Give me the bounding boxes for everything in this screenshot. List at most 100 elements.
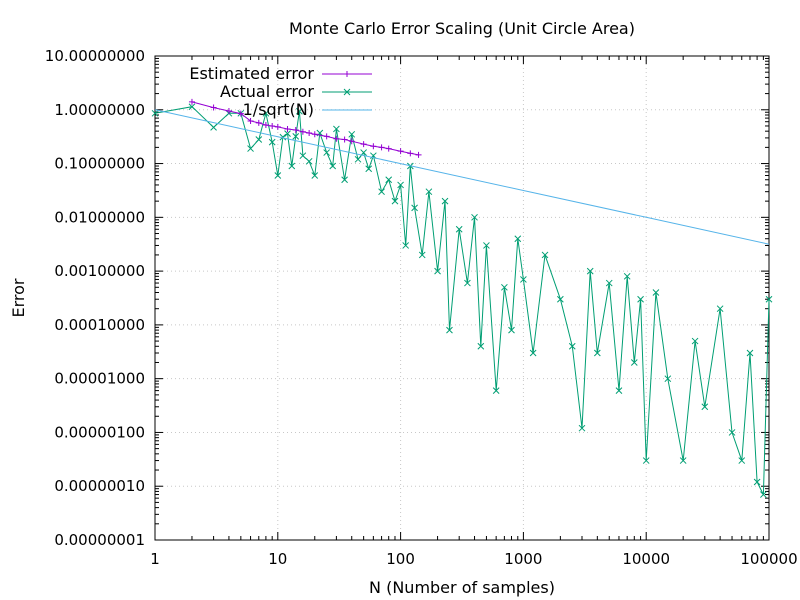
data-point [765,295,773,303]
data-point [296,107,303,115]
data-point [237,110,244,117]
x-tick-label: 100 [386,550,415,568]
data-point [333,125,340,133]
data-point [746,349,754,357]
data-point [691,337,699,345]
axis-ticks [154,55,770,541]
data-point [397,181,404,189]
data-point [306,129,313,136]
data-point [292,133,300,140]
data-point [210,104,217,111]
data-point [642,457,650,464]
data-point [378,144,385,151]
data-point [311,172,319,179]
series-0 [188,98,422,158]
legend-entry: Actual error [220,82,372,101]
series-2 [154,109,770,245]
data-point [615,387,623,394]
y-tick-label: 0.00000010 [54,477,145,495]
data-point [492,387,500,394]
tick-labels: 1 10 100 1000 10000 100000 10.00000000 1.000000… [45,47,798,568]
y-tick-label: 0.10000000 [54,155,145,173]
data-point [464,279,471,287]
data-point [418,251,426,259]
data-point [425,188,433,196]
data-point [520,276,527,283]
data-point [247,145,254,152]
data-point [716,305,724,313]
data-point [311,131,318,138]
data-point [262,109,270,117]
legend-label: 1/sqrt(N) [243,100,314,119]
data-point [637,295,644,303]
data-point [441,197,449,205]
series-1 [151,103,773,498]
data-point [402,242,410,249]
data-point [225,107,232,114]
y-tick-label: 0.00010000 [54,316,145,334]
data-point [341,136,348,143]
x-tick-label: 1 [150,550,160,568]
data-point [568,342,576,350]
data-point [411,204,418,212]
data-point [279,133,287,141]
data-point [210,124,217,131]
series-line [154,106,770,495]
data-point [292,127,299,134]
data-point [333,135,340,142]
legend-label: Estimated error [189,64,314,83]
data-point [557,295,564,303]
data-point [151,109,159,117]
legend-entry: Estimated error [189,64,372,83]
data-point [348,138,355,145]
data-point [446,326,453,334]
x-axis-label: N (Number of samples) [369,578,555,597]
data-point [188,98,195,105]
data-point [586,267,594,275]
data-point [728,429,736,436]
y-tick-label: 1.00000000 [54,101,145,119]
data-point [630,359,638,366]
data-point [284,125,291,132]
series-line [154,109,770,245]
data-point [274,123,281,130]
data-point [605,279,613,287]
plot-border [154,55,770,541]
y-tick-label: 10.00000000 [45,47,145,65]
data-point [407,150,414,157]
data-point [305,157,313,165]
data-point [471,213,478,221]
data-point [477,342,485,350]
data-point [753,478,761,486]
data-point [578,424,586,432]
data-point [455,225,463,233]
legend-marker [344,71,350,77]
data-point [529,349,537,357]
data-point [268,138,276,146]
y-tick-label: 0.01000000 [54,208,145,226]
data-point [354,155,362,163]
data-point [262,122,269,129]
x-tick-label: 10000 [622,550,670,568]
data-point [255,119,262,126]
data-point [255,136,263,143]
data-point [188,103,196,111]
data-point [738,457,746,464]
data-point [508,326,515,334]
data-point [623,272,631,280]
data-point [299,152,307,160]
y-axis-label: Error [9,278,28,317]
data-point [370,143,377,150]
x-tick-label: 10 [268,550,287,568]
data-point [378,188,385,196]
data-point [397,148,404,155]
data-point [360,141,367,148]
data-point [501,283,508,291]
data-point [274,172,282,179]
data-point [385,176,393,184]
data-point [679,457,687,464]
y-tick-label: 0.00000001 [54,531,145,549]
chart-title: Monte Carlo Error Scaling (Unit Circle A… [289,19,635,38]
